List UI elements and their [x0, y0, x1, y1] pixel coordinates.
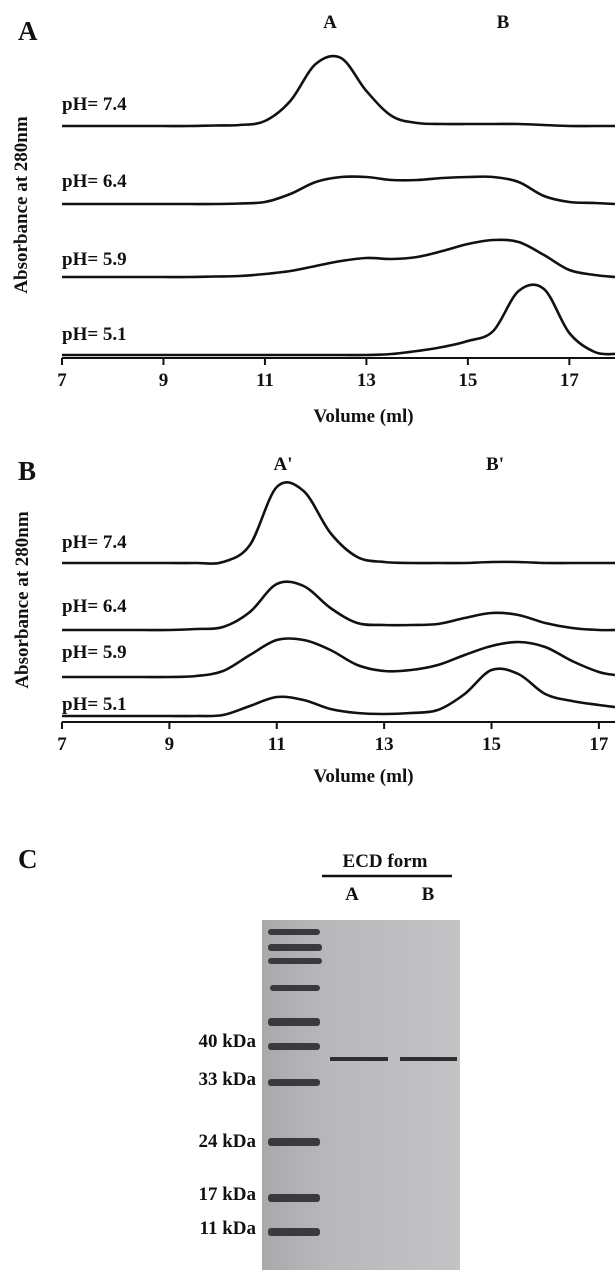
trace	[62, 637, 615, 679]
x-tick-label: 15	[482, 734, 501, 755]
y-axis-label: Absorbance at 280nm	[12, 511, 33, 689]
x-axis-label: Volume (ml)	[313, 766, 413, 787]
trace	[62, 54, 615, 128]
x-tick-label: 7	[57, 734, 67, 755]
gel-header: ECD form	[343, 851, 428, 872]
y-axis-label: Absorbance at 280nm	[11, 116, 32, 294]
peak-label: A	[323, 12, 337, 33]
trace	[62, 667, 615, 718]
x-tick-label: 7	[57, 370, 67, 391]
x-tick-label: 13	[375, 734, 394, 755]
x-tick-label: 17	[589, 734, 609, 755]
series-label: pH= 5.1	[62, 324, 127, 345]
x-tick-label: 9	[165, 734, 175, 755]
series-label: pH= 7.4	[62, 532, 127, 553]
series-label: pH= 5.1	[62, 694, 127, 715]
series-label: pH= 7.4	[62, 94, 127, 115]
peak-label: A'	[274, 454, 293, 475]
panel-label: C	[18, 844, 38, 874]
peak-label: B'	[486, 454, 504, 475]
marker-label: 11 kDa	[200, 1218, 257, 1239]
gel-panel: C ECD form A B 40 kDa 33 kDa 24 kDa 17 k…	[18, 844, 460, 1270]
x-tick-label: 9	[159, 370, 169, 391]
marker-label: 33 kDa	[198, 1069, 256, 1090]
x-tick-label: 13	[357, 370, 376, 391]
ladder	[268, 929, 322, 1236]
gel-band	[400, 1057, 457, 1061]
panel-label: B	[18, 456, 36, 486]
series-label: pH= 5.9	[62, 642, 127, 663]
panel-label: A	[18, 16, 38, 46]
x-axis-label: Volume (ml)	[313, 406, 413, 427]
gel-image	[262, 920, 460, 1270]
lane-label: A	[345, 884, 359, 905]
series-label: pH= 6.4	[62, 171, 127, 192]
x-tick-label: 11	[256, 370, 274, 391]
marker-label: 40 kDa	[198, 1031, 256, 1052]
trace	[62, 283, 615, 357]
trace	[61, 481, 615, 565]
series-label: pH= 5.9	[62, 249, 127, 270]
series-label: pH= 6.4	[62, 596, 127, 617]
trace	[62, 238, 615, 279]
gel-band	[330, 1057, 388, 1061]
trace	[62, 175, 615, 206]
lane-label: B	[422, 884, 435, 905]
marker-label: 17 kDa	[198, 1184, 256, 1205]
peak-label: B	[497, 12, 510, 33]
x-tick-label: 11	[268, 734, 286, 755]
x-tick-label: 15	[458, 370, 477, 391]
marker-label: 24 kDa	[198, 1131, 256, 1152]
trace	[62, 580, 615, 632]
x-tick-label: 17	[560, 370, 580, 391]
